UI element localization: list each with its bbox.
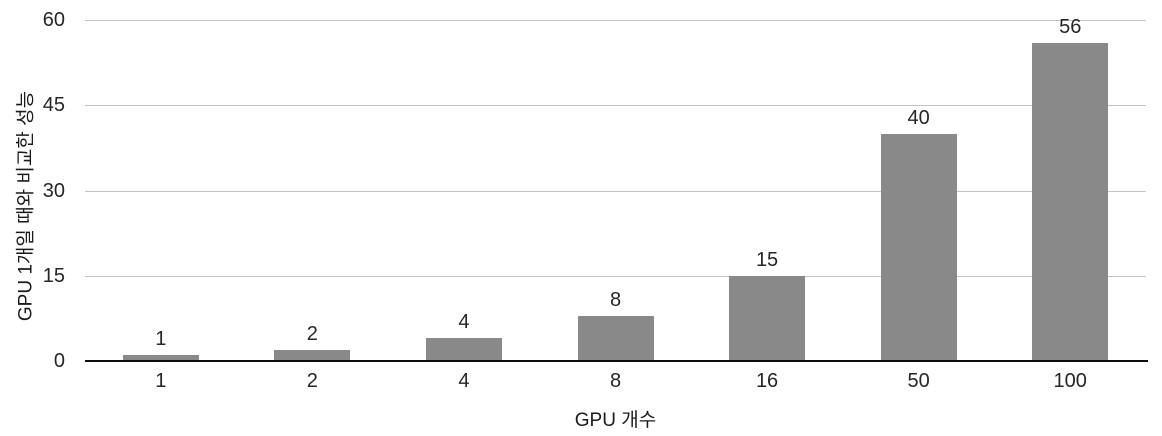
y-tick-label: 60 [42, 9, 65, 31]
x-tick-label: 1 [155, 370, 167, 392]
bar [425, 338, 502, 361]
bar [274, 349, 351, 361]
bar [880, 133, 957, 361]
bar [122, 355, 199, 361]
bar-value-label: 4 [458, 311, 470, 334]
gridline [85, 190, 1146, 192]
bar-value-label: 8 [609, 288, 622, 311]
y-tick-label: 45 [42, 94, 65, 117]
plot-area: 1 2 4 8 15 40 56 [85, 15, 1146, 361]
x-tick-label: 4 [458, 370, 470, 392]
bar-value-label: 1 [155, 328, 167, 351]
bar-value-label: 40 [907, 106, 930, 129]
gridline [85, 20, 1146, 21]
y-tick-label: 0 [53, 350, 65, 372]
y-tick-label: 30 [42, 179, 65, 202]
bar [729, 275, 806, 361]
bar [577, 315, 654, 361]
bar-value-label: 56 [1059, 15, 1082, 38]
x-axis-line [85, 360, 1148, 362]
gridline [85, 105, 1146, 107]
gridline [85, 275, 1146, 277]
bar-value-label: 2 [306, 322, 318, 345]
x-tick-label: 100 [1053, 370, 1087, 392]
bar-value-label: 15 [755, 248, 779, 271]
x-axis-title: GPU 개수 [574, 410, 657, 431]
x-tick-label: 8 [609, 370, 622, 392]
x-tick-label: 2 [306, 370, 318, 392]
y-tick-label: 15 [42, 264, 65, 287]
x-tick-label: 50 [907, 370, 930, 392]
bar [1032, 42, 1109, 361]
x-tick-label: 16 [755, 370, 779, 392]
